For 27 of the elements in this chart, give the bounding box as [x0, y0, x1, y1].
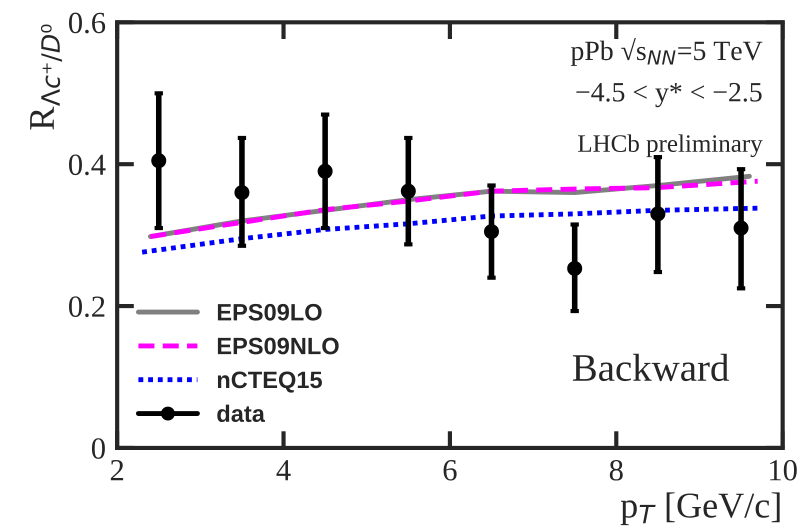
x-tick-label: 4	[276, 460, 291, 480]
x-tick-label: 6	[444, 460, 457, 481]
legend-label: nCTEQ15	[218, 371, 322, 393]
point	[234, 185, 250, 200]
y-tick-label: 0.2	[69, 296, 104, 318]
x-tick-label: 2	[110, 460, 124, 480]
x-axis-title: p$_{T}$ [GeV/c]	[620, 492, 780, 526]
point	[734, 220, 749, 236]
annotation: Backward	[572, 354, 729, 382]
point	[650, 206, 666, 222]
y-axis-title: R$_{Λc⁺/D⁰}$	[30, 24, 62, 130]
y-tick-label: 0.6	[69, 12, 106, 34]
legend-label: data	[217, 404, 266, 422]
point	[400, 184, 416, 199]
x-tick-label: 10	[770, 460, 797, 481]
annotation: −4.5 < y* < −2.5	[576, 82, 762, 108]
point	[151, 153, 166, 168]
annotation: pPb √s$_{NN}$=5 TeV	[570, 38, 762, 66]
point	[484, 224, 499, 240]
point	[318, 164, 333, 179]
y-tick-label: 0.4	[69, 154, 106, 176]
annotation: LHCb preliminary	[578, 134, 763, 158]
legend-label: EPS09NLO	[218, 338, 339, 354]
legend-label: EPS09LO	[218, 304, 322, 321]
x-tick-label: 8	[610, 460, 623, 481]
y-tick-label: 0	[92, 438, 105, 459]
point	[567, 260, 582, 276]
